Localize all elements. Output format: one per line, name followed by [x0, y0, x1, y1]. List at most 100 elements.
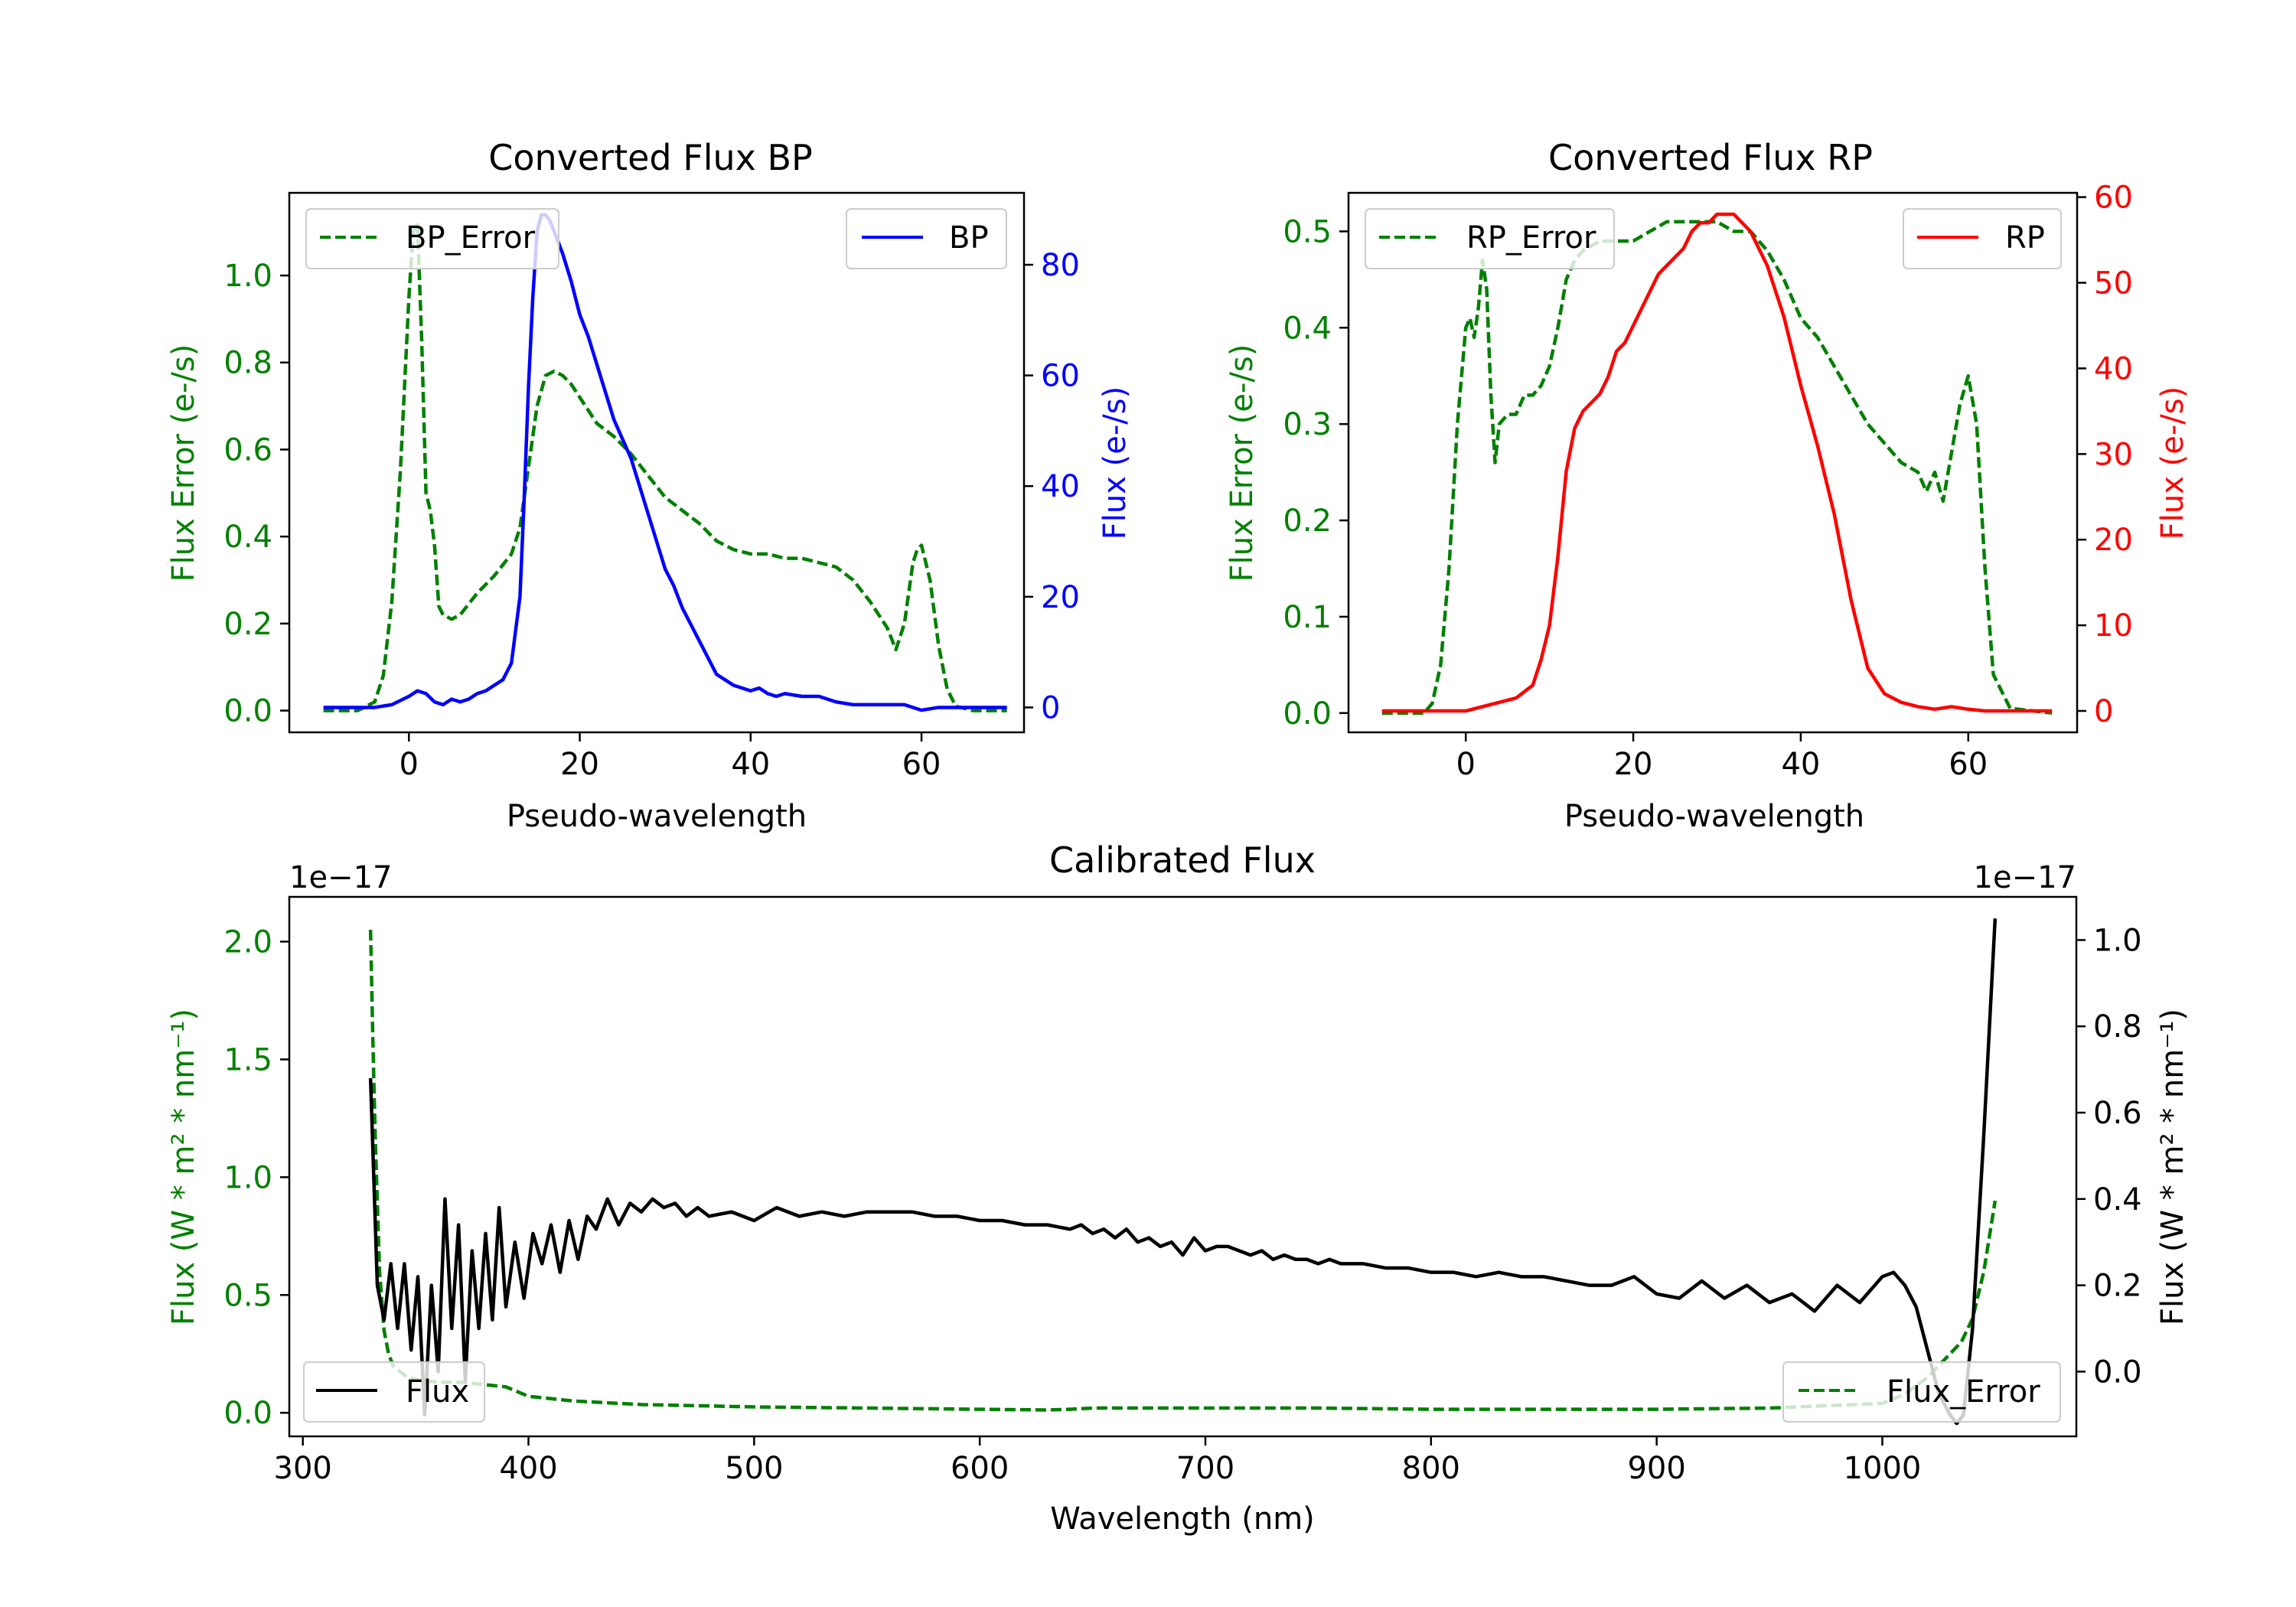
rp-legend-error: RP_Error: [1365, 208, 1615, 269]
cal-series-flux: [368, 918, 1998, 1426]
bp-right-axis-label: Flux (e-/s): [1097, 386, 1133, 539]
bp-left-ticks: 0.0 0.2 0.4 0.6 0.8 1.0: [223, 259, 289, 729]
rp-legend-rp-box: [1903, 208, 2062, 269]
rp-axes-frame: [1347, 191, 2079, 734]
bp-x-tick-label: 0: [400, 747, 419, 782]
cal-title: Calibrated Flux: [1049, 839, 1316, 881]
rp-left-tick-label: 0.0: [1283, 696, 1332, 732]
cal-x-tick-label: 600: [951, 1451, 1009, 1486]
rp-legend-error-label: RP_Error: [1466, 220, 1596, 256]
cal-left-ticks: 0.0 0.5 1.0 1.5 2.0: [223, 924, 289, 1431]
cal-right-tick-label: 0.4: [2093, 1182, 2142, 1217]
cal-plot-area: [368, 918, 1998, 1426]
rp-right-tick-label: 20: [2094, 523, 2133, 558]
bp-right-tick-label: 60: [1041, 359, 1080, 394]
rp-right-tick-label: 40: [2094, 351, 2133, 386]
bp-x-tick-label: 60: [902, 747, 941, 782]
rp-legend-error-box: [1365, 208, 1615, 269]
bp-left-axis-label: Flux Error (e-/s): [166, 344, 201, 582]
bp-left-tick-label: 1.0: [223, 259, 272, 294]
cal-right-tick-label: 0.8: [2093, 1009, 2142, 1045]
bp-left-tick-label: 0.4: [223, 520, 272, 555]
cal-left-tick-label: 0.0: [223, 1396, 272, 1431]
cal-right-axis-label: Flux (W * m² * nm⁻¹): [2155, 1009, 2190, 1325]
cal-right-tick-label: 1.0: [2093, 923, 2142, 958]
rp-left-ticks: 0.0 0.1 0.2 0.3 0.4 0.5: [1283, 214, 1349, 732]
rp-series-rp-error: [1381, 220, 2053, 715]
rp-left-tick-label: 0.4: [1283, 311, 1332, 346]
cal-x-tick-label: 500: [725, 1451, 783, 1486]
cal-x-tick-label: 900: [1627, 1451, 1685, 1486]
cal-right-tick-label: 0.6: [2093, 1096, 2142, 1131]
rp-right-axis-label: Flux (e-/s): [2155, 386, 2190, 539]
rp-right-tick-label: 10: [2094, 608, 2133, 644]
cal-left-tick-label: 2.0: [223, 924, 272, 960]
rp-panel: Converted Flux RP 0 20 40 60 0.00.10.20.30.…: [1225, 137, 2190, 834]
bp-right-ticks: 0 20 40 60 80: [1024, 248, 1080, 725]
rp-x-tick-label: 0: [1456, 747, 1475, 782]
cal-x-ticks: 300 400 500 600 700 800 900 1000: [274, 1436, 1922, 1486]
rp-right-tick-label: 0: [2094, 694, 2113, 729]
cal-left-axis-label: Flux (W * m² * nm⁻¹): [166, 1009, 201, 1325]
cal-x-tick-label: 700: [1176, 1451, 1234, 1486]
cal-right-ticks: 0.0 0.2 0.4 0.6 0.8 1.0: [2076, 923, 2142, 1390]
cal-axes-frame: [288, 895, 2078, 1438]
rp-x-axis-label: Pseudo-wavelength: [1564, 799, 1864, 834]
cal-left-tick-label: 1.5: [223, 1042, 272, 1077]
cal-right-offset-text: 1e−17: [1974, 860, 2076, 895]
bp-title: Converted Flux BP: [488, 137, 813, 178]
cal-panel: Calibrated Flux 1e−17 1e−17 300 400 500 600…: [166, 839, 2190, 1537]
bp-x-ticks: 0 20 40 60: [400, 732, 941, 782]
cal-legend-flux: Flux: [303, 1361, 485, 1423]
bp-legend-error-label: BP_Error: [406, 220, 536, 256]
rp-x-tick-label: 60: [1949, 747, 1988, 782]
bp-right-tick-label: 0: [1041, 690, 1060, 725]
rp-left-tick-label: 0.5: [1283, 214, 1332, 249]
rp-title: Converted Flux RP: [1548, 137, 1873, 178]
bp-left-tick-label: 0.8: [223, 346, 272, 381]
rp-right-tick-label: 50: [2094, 266, 2133, 302]
cal-x-tick-label: 800: [1402, 1451, 1460, 1486]
cal-left-tick-label: 0.5: [223, 1278, 272, 1313]
bp-axes-frame: [288, 191, 1026, 734]
bp-right-tick-label: 40: [1041, 469, 1080, 504]
bp-plot-area: [323, 213, 1007, 712]
cal-legend-flux-label: Flux: [406, 1374, 469, 1410]
rp-legend-rp: RP: [1903, 208, 2062, 269]
bp-left-tick-label: 0.6: [223, 432, 272, 468]
bp-right-tick-label: 20: [1041, 580, 1080, 615]
cal-x-axis-label: Wavelength (nm): [1050, 1501, 1315, 1537]
cal-legend-error-box: [1782, 1361, 2061, 1423]
bp-left-tick-label: 0.0: [223, 694, 272, 729]
bp-x-tick-label: 20: [560, 747, 599, 782]
cal-legend-flux-box: [303, 1361, 485, 1423]
bp-left-tick-label: 0.2: [223, 607, 272, 642]
rp-plot-area: [1381, 212, 2053, 715]
cal-right-tick-label: 0.2: [2093, 1269, 2142, 1304]
rp-series-rp: [1381, 212, 2053, 713]
rp-x-tick-label: 40: [1781, 747, 1820, 782]
cal-x-tick-label: 300: [274, 1451, 332, 1486]
rp-right-tick-label: 60: [2094, 181, 2133, 216]
cal-x-tick-label: 400: [499, 1451, 557, 1486]
bp-legend-bp-box: [846, 208, 1007, 269]
cal-x-tick-label: 1000: [1844, 1451, 1922, 1486]
cal-left-tick-label: 1.0: [223, 1160, 272, 1195]
cal-legend-error: Flux_Error: [1782, 1361, 2061, 1423]
bp-series-bp-error: [323, 221, 1007, 712]
rp-x-ticks: 0 20 40 60: [1456, 732, 1988, 782]
bp-legend-error: BP_Error: [305, 208, 559, 269]
bp-series-bp: [323, 213, 1007, 712]
cal-left-offset-text: 1e−17: [289, 860, 392, 895]
bp-legend-bp: BP: [846, 208, 1007, 269]
rp-legend-rp-label: RP: [2005, 220, 2045, 256]
cal-legend-error-label: Flux_Error: [1887, 1374, 2040, 1410]
cal-right-tick-label: 0.0: [2093, 1354, 2142, 1390]
rp-left-axis-label: Flux Error (e-/s): [1225, 344, 1260, 582]
bp-legend-bp-label: BP: [949, 220, 989, 256]
bp-legend-error-box: [305, 208, 559, 269]
bp-x-tick-label: 40: [731, 747, 770, 782]
bp-panel: Converted Flux BP 0 20 40 60 0.00.20.40.60.…: [166, 137, 1133, 834]
rp-left-tick-label: 0.1: [1283, 600, 1332, 635]
